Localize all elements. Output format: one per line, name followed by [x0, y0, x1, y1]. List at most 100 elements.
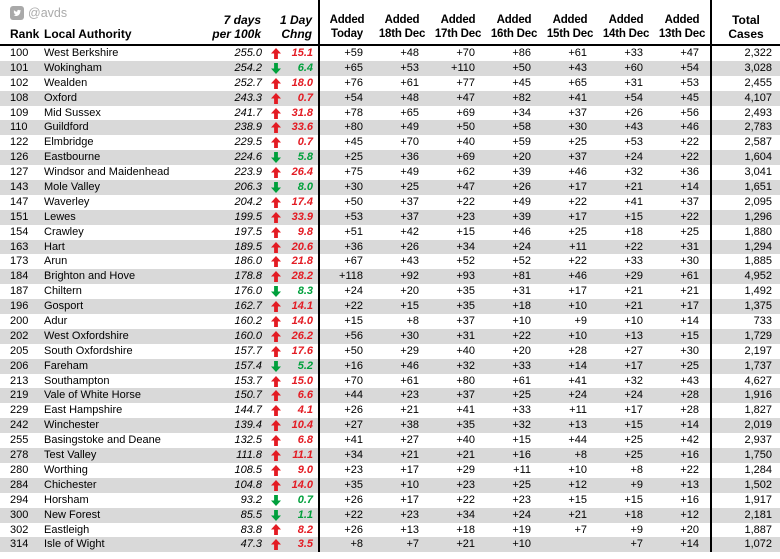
- total-cases-cell: 1,294: [710, 239, 780, 255]
- added-cell: +76: [318, 75, 374, 91]
- col-header-added-today: Added Today: [318, 0, 374, 44]
- change-cell: 0.7: [297, 136, 313, 149]
- authority-cell: Mole Valley: [44, 181, 101, 194]
- added-cell: +22: [680, 463, 699, 476]
- added-cell: +34: [512, 106, 531, 119]
- col-header-added-13th-dec: Added 13th Dec: [658, 14, 706, 40]
- added-cell: +25: [568, 225, 587, 238]
- rate-cell: 178.8: [234, 270, 262, 283]
- total-cases-cell: 2,587: [710, 135, 780, 151]
- change-cell: 5.8: [297, 151, 313, 164]
- added-cell: +25: [624, 434, 643, 447]
- rate-cell: 186.0: [234, 255, 262, 268]
- change-cell: 9.8: [297, 225, 313, 238]
- authority-cell: Lewes: [44, 210, 76, 223]
- added-cell: +26: [318, 492, 374, 508]
- rate-cell: 224.6: [234, 151, 262, 164]
- trend-arrow-up-icon: [264, 135, 287, 150]
- added-cell: +80: [456, 374, 475, 387]
- authority-cell: Eastleigh: [44, 523, 90, 536]
- added-cell: +8: [630, 463, 643, 476]
- added-cell: +15: [400, 300, 419, 313]
- col-header-added-17th-dec: Added 17th Dec: [434, 14, 482, 40]
- added-cell: +22: [680, 151, 699, 164]
- added-cell: +59: [512, 136, 531, 149]
- table-row: 219 Vale of White Horse 150.7 6.6 +44 +23 +37 +…: [0, 388, 780, 404]
- total-cases-cell: 2,783: [710, 120, 780, 136]
- rate-cell: 93.2: [240, 493, 262, 506]
- col-header-total-cases: Total Cases: [710, 0, 780, 44]
- added-cell: +15: [680, 329, 699, 342]
- authority-cell: Horsham: [44, 493, 89, 506]
- added-cell: +31: [512, 285, 531, 298]
- total-cases-cell: 2,019: [710, 418, 780, 434]
- change-cell: 15.0: [291, 374, 313, 387]
- change-cell: 17.6: [291, 344, 313, 357]
- rate-cell: 241.7: [234, 106, 262, 119]
- rank-cell: 143: [10, 181, 29, 194]
- added-cell: +36: [318, 239, 374, 255]
- added-cell: +25: [624, 449, 643, 462]
- added-cell: +14: [568, 359, 587, 372]
- twitter-icon: [10, 6, 24, 20]
- added-cell: +34: [318, 448, 374, 463]
- trend-arrow-up-icon: [264, 225, 287, 240]
- trend-arrow-up-icon: [264, 463, 287, 478]
- authority-cell: Hart: [44, 240, 65, 253]
- rank-cell: 163: [10, 240, 29, 253]
- added-cell: +20: [400, 285, 419, 298]
- authority-cell: East Hampshire: [44, 404, 123, 417]
- change-cell: 20.6: [291, 240, 313, 253]
- added-cell: +50: [318, 194, 374, 210]
- rank-cell: 109: [10, 106, 29, 119]
- added-cell: +78: [318, 105, 374, 121]
- added-cell: +17: [624, 359, 643, 372]
- added-cell: +61: [568, 47, 587, 59]
- rate-cell: 132.5: [234, 434, 262, 447]
- table-row: 151 Lewes 199.5 33.9 +53 +37 +23 +39 +17 +15 +22 1,…: [0, 209, 780, 225]
- rank-cell: 202: [10, 329, 29, 342]
- added-cell: +29: [624, 270, 643, 283]
- table-row: 302 Eastleigh 83.8 8.2 +26 +13 +18 +19 +7 +9 +20 1,…: [0, 522, 780, 538]
- added-cell: +29: [456, 463, 475, 476]
- added-cell: +25: [680, 225, 699, 238]
- rank-cell: 154: [10, 225, 29, 238]
- rank-cell: 102: [10, 76, 29, 89]
- added-cell: +86: [512, 47, 531, 59]
- added-cell: +30: [568, 121, 587, 134]
- added-cell: +37: [400, 210, 419, 223]
- twitter-handle[interactable]: @avds: [28, 6, 68, 20]
- added-cell: +35: [456, 285, 475, 298]
- trend-arrow-up-icon: [264, 120, 287, 135]
- rank-cell: 314: [10, 538, 29, 551]
- added-cell: +19: [512, 523, 531, 536]
- added-cell: +31: [680, 240, 699, 253]
- added-cell: +49: [400, 166, 419, 179]
- added-cell: +45: [680, 91, 699, 104]
- table-row: 300 New Forest 85.5 1.1 +22 +23 +34 +24 +21 +18 +1…: [0, 507, 780, 523]
- total-cases-cell: 1,284: [710, 462, 780, 478]
- added-cell: +54: [680, 61, 699, 74]
- added-cell: +20: [680, 523, 699, 536]
- rank-cell: 100: [10, 47, 29, 59]
- authority-cell: Chiltern: [44, 285, 82, 298]
- change-cell: 28.2: [291, 270, 313, 283]
- added-cell: +26: [512, 181, 531, 194]
- added-cell: +11: [569, 240, 587, 253]
- added-cell: +9: [630, 478, 643, 491]
- added-cell: +47: [680, 47, 699, 59]
- total-cases-cell: 1,917: [710, 492, 780, 508]
- added-cell: +58: [512, 121, 531, 134]
- added-cell: +70: [318, 373, 374, 389]
- added-cell: +10: [624, 315, 643, 328]
- added-cell: +21: [568, 508, 587, 521]
- total-cases-cell: 1,737: [710, 358, 780, 374]
- rank-cell: 126: [10, 151, 29, 164]
- table-row: 205 South Oxfordshire 157.7 17.6 +50 +29 +40 +2…: [0, 343, 780, 359]
- change-cell: 1.1: [297, 508, 313, 521]
- added-cell: +24: [512, 508, 531, 521]
- rate-cell: 197.5: [234, 225, 262, 238]
- added-cell: +45: [318, 135, 374, 151]
- total-cases-cell: 1,604: [710, 150, 780, 166]
- rank-cell: 127: [10, 166, 29, 179]
